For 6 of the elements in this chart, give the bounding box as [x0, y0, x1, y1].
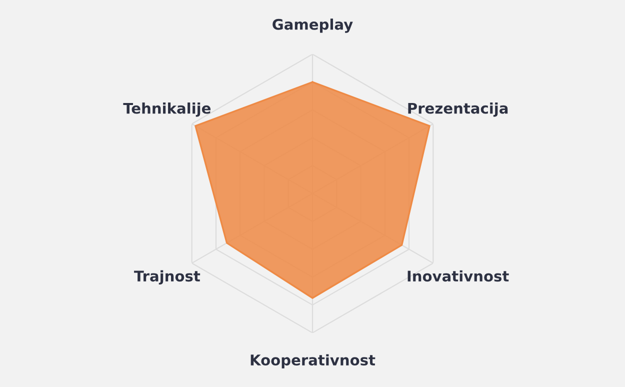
spoke-label: Gameplay [272, 18, 353, 33]
spoke-label: Kooperativnost [250, 354, 376, 368]
spoke-label: Trajnost [134, 270, 200, 285]
spoke-label: Tehnikalije [123, 102, 211, 117]
spoke-label: Inovativnost [408, 270, 509, 282]
spoke-label: Prezentacija [408, 102, 508, 117]
